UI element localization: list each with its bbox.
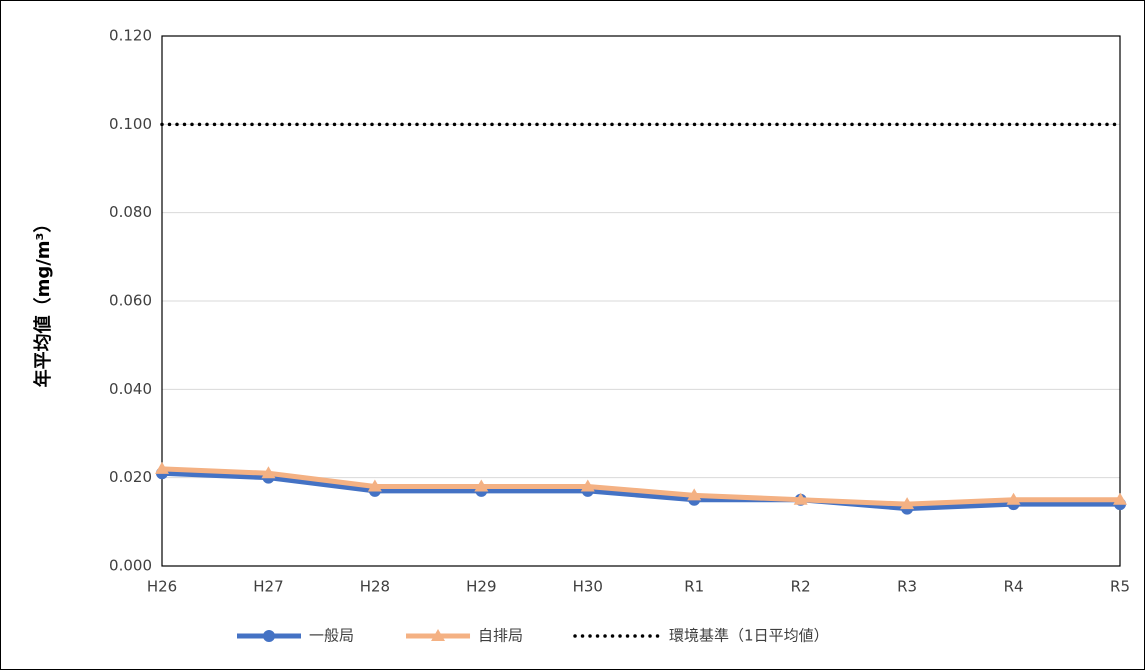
y-tick-label: 0.040 [109,380,152,398]
y-tick-label: 0.100 [109,115,152,133]
legend-label: 自排局 [478,627,523,645]
y-tick-label: 0.020 [109,468,152,486]
data-point [1006,492,1021,505]
data-point [261,466,276,479]
y-tick-label: 0.000 [109,557,152,575]
data-point [580,479,595,492]
x-tick-label: R1 [684,578,704,596]
legend-marker [431,629,446,641]
series-line [161,466,1120,507]
y-axis-label: 年平均値（mg/m³） [32,215,54,388]
data-point [155,461,169,474]
y-tick-label: 0.080 [109,203,152,221]
data-point [1113,492,1127,505]
y-tick-label: 0.120 [109,27,152,45]
plot-border [161,35,1121,567]
x-tick-label: H29 [466,578,496,596]
x-tick-label: H26 [147,578,177,596]
data-point [900,497,915,510]
x-tick-label: R2 [791,578,811,596]
x-tick-label: H27 [253,578,283,596]
data-point [687,488,702,501]
x-tick-label: H28 [360,578,390,596]
series-line [161,470,1120,512]
x-tick-label: H30 [573,578,603,596]
legend-marker [263,630,275,642]
data-point [474,479,489,492]
legend-label: 一般局 [309,627,354,645]
x-tick-label: R3 [897,578,917,596]
data-point [367,479,382,492]
legend-label: 環境基準（1日平均値） [669,627,829,645]
x-tick-label: R5 [1110,578,1130,596]
y-tick-label: 0.060 [109,292,152,310]
data-point [793,492,808,505]
x-tick-label: R4 [1004,578,1024,596]
